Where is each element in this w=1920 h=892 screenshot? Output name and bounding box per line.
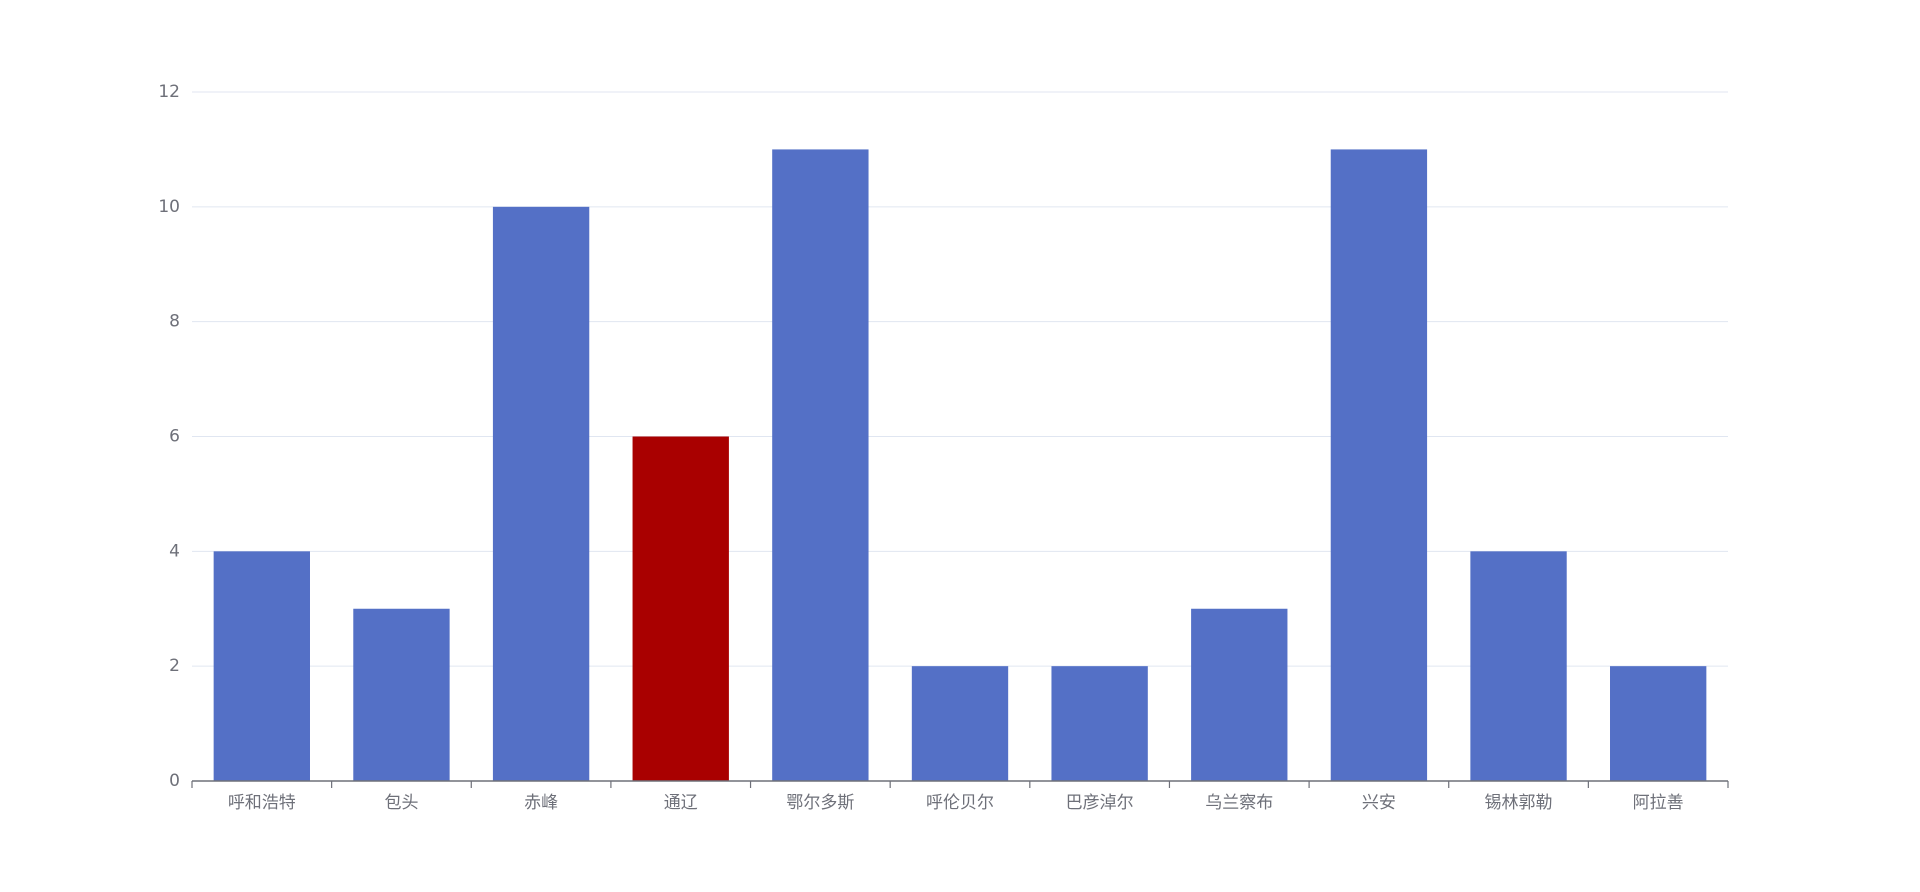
bar	[353, 608, 450, 781]
x-tick-label: 锡林郭勒	[1485, 793, 1553, 813]
x-tick-label: 包头	[384, 793, 418, 813]
bar	[1330, 149, 1428, 781]
y-tick-label: 8	[169, 312, 180, 332]
x-tick-label: 巴彦淖尔	[1066, 793, 1134, 813]
bar	[1191, 608, 1288, 781]
bar	[1051, 666, 1148, 781]
x-tick-label: 呼伦贝尔	[926, 793, 994, 813]
y-tick-label: 2	[169, 656, 180, 676]
y-tick-label: 12	[158, 82, 180, 102]
x-tick-label: 呼和浩特	[228, 793, 296, 813]
bar	[772, 149, 869, 781]
x-tick-label: 通辽	[664, 793, 698, 813]
y-tick-label: 6	[169, 427, 180, 447]
bar	[632, 436, 729, 781]
y-tick-label: 4	[169, 541, 180, 561]
x-tick-label: 乌兰察布	[1205, 793, 1273, 813]
bar	[213, 551, 310, 781]
y-tick-label: 0	[169, 771, 180, 791]
bar	[911, 666, 1009, 781]
x-tick-label: 赤峰	[524, 793, 558, 813]
x-tick-label: 阿拉善	[1633, 793, 1684, 813]
bar	[492, 206, 590, 782]
y-tick-label: 10	[158, 197, 180, 217]
bar	[1610, 666, 1707, 781]
x-tick-label: 兴安	[1362, 793, 1396, 813]
bar	[1470, 551, 1567, 781]
x-tick-label: 鄂尔多斯	[786, 793, 854, 813]
